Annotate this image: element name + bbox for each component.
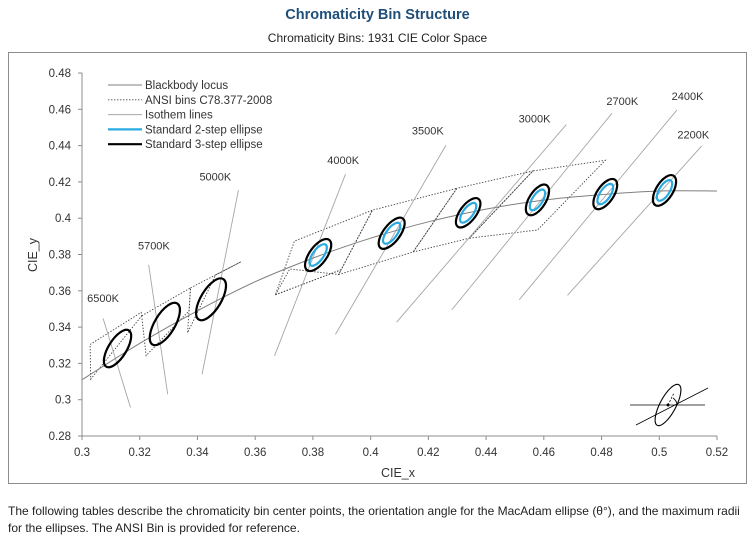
three-step-ellipse: [148, 301, 182, 347]
glyph-ellipse: [654, 383, 682, 427]
glyph-center: [666, 403, 670, 407]
two-step-ellipse: [655, 178, 674, 202]
three-step-ellipse: [524, 183, 551, 217]
three-step-ellipse: [102, 328, 133, 369]
isotherm-line: [148, 264, 169, 395]
x-tick-label: 0.38: [302, 447, 324, 459]
x-tick-label: 0.46: [533, 447, 555, 459]
x-tick-label: 0.32: [129, 447, 151, 459]
ellipse-layer: [102, 174, 678, 369]
legend-label: Blackbody locus: [145, 80, 228, 92]
legend: Blackbody locus ANSI bins C78.377-2008 Iso…: [108, 80, 272, 151]
y-tick-label: 0.42: [49, 177, 71, 189]
cct-label: 2200K: [677, 129, 709, 141]
two-step-ellipse: [308, 243, 328, 267]
ellipse-diagram-icon: [630, 383, 709, 427]
legend-label: Isothem lines: [145, 110, 213, 122]
isotherm-layer: [102, 109, 703, 408]
legend-label: Standard 2-step ellipse: [145, 124, 263, 136]
x-tick-label: 0.36: [244, 447, 266, 459]
two-step-ellipse: [458, 201, 478, 224]
y-tick-label: 0.3: [55, 395, 71, 407]
x-tick-label: 0.34: [186, 447, 209, 459]
isotherm-line: [201, 189, 239, 375]
legend-label: Standard 3-step ellipse: [145, 139, 263, 151]
cct-label: 6500K: [87, 293, 119, 305]
three-step-ellipse: [303, 237, 333, 273]
glyph-major-axis: [635, 387, 709, 426]
isotherm-line: [335, 145, 447, 335]
locus-layer: [81, 190, 718, 381]
x-tick-label: 0.42: [417, 447, 439, 459]
glyph-angle-arc: [672, 397, 678, 406]
cct-label: 5700K: [138, 240, 170, 252]
three-step-ellipse: [454, 197, 482, 229]
ansi-bin: [468, 159, 607, 239]
cct-label: 5000K: [199, 171, 231, 183]
cct-label: 4000K: [327, 155, 359, 167]
blackbody-locus: [81, 190, 718, 381]
caption-text: The following tables describe the chroma…: [8, 504, 740, 535]
ansi-bins-layer: [89, 159, 607, 381]
ansi-bin: [141, 287, 192, 357]
legend-label: ANSI bins C78.377-2008: [145, 95, 272, 107]
cct-label: 2700K: [606, 96, 638, 108]
glyph-radius: [667, 392, 675, 406]
cct-label: 3000K: [519, 113, 551, 125]
two-step-ellipse: [381, 221, 402, 245]
ansi-bin: [187, 261, 242, 333]
three-step-ellipse: [194, 277, 228, 322]
x-tick-label: 0.48: [590, 447, 612, 459]
three-step-ellipse: [651, 174, 678, 207]
x-tick-label: 0.3: [74, 447, 90, 459]
two-step-ellipse: [596, 182, 615, 206]
isotherm-line: [451, 113, 613, 311]
ansi-bin: [274, 268, 343, 296]
x-axis-title: CIE_x: [381, 466, 416, 480]
cct-label: 3500K: [412, 126, 444, 138]
isotherm-line: [567, 145, 703, 296]
three-step-ellipse: [377, 216, 406, 250]
axes-layer: 0.3 0.32 0.34 0.36 0.38 0.4 0.42 0.44 0.46 0.48 0.…: [26, 68, 728, 480]
isotherm-line: [396, 124, 567, 323]
three-step-ellipse: [592, 177, 619, 211]
cct-label: 2400K: [672, 91, 704, 103]
y-tick-label: 0.46: [49, 104, 71, 116]
y-tick-label: 0.34: [49, 322, 72, 334]
two-step-ellipse: [528, 188, 547, 212]
y-tick-label: 0.48: [49, 68, 71, 80]
y-tick-label: 0.32: [49, 358, 71, 370]
isotherm-line: [518, 109, 678, 300]
x-tick-label: 0.5: [651, 447, 667, 459]
ansi-bin: [337, 187, 458, 276]
y-tick-label: 0.36: [49, 286, 71, 298]
chart-title: Chromaticity Bin Structure: [285, 7, 470, 23]
x-tick-label: 0.52: [706, 447, 728, 459]
cct-label-layer: 6500K 5700K 5000K 4000K 3500K 3000K 2700K 2400K…: [87, 91, 710, 305]
y-axis-title: CIE_y: [26, 237, 40, 272]
y-tick-label: 0.28: [49, 431, 71, 443]
ansi-bin: [412, 170, 535, 253]
ansi-bin: [274, 209, 374, 296]
chart-subtitle: Chromaticity Bins: 1931 CIE Color Space: [267, 31, 488, 45]
chart-frame: [8, 52, 747, 484]
x-tick-label: 0.44: [475, 447, 498, 459]
x-tick-label: 0.4: [363, 447, 380, 459]
y-tick-label: 0.44: [49, 141, 72, 153]
y-tick-label: 0.4: [55, 213, 72, 225]
y-tick-label: 0.38: [49, 250, 71, 262]
